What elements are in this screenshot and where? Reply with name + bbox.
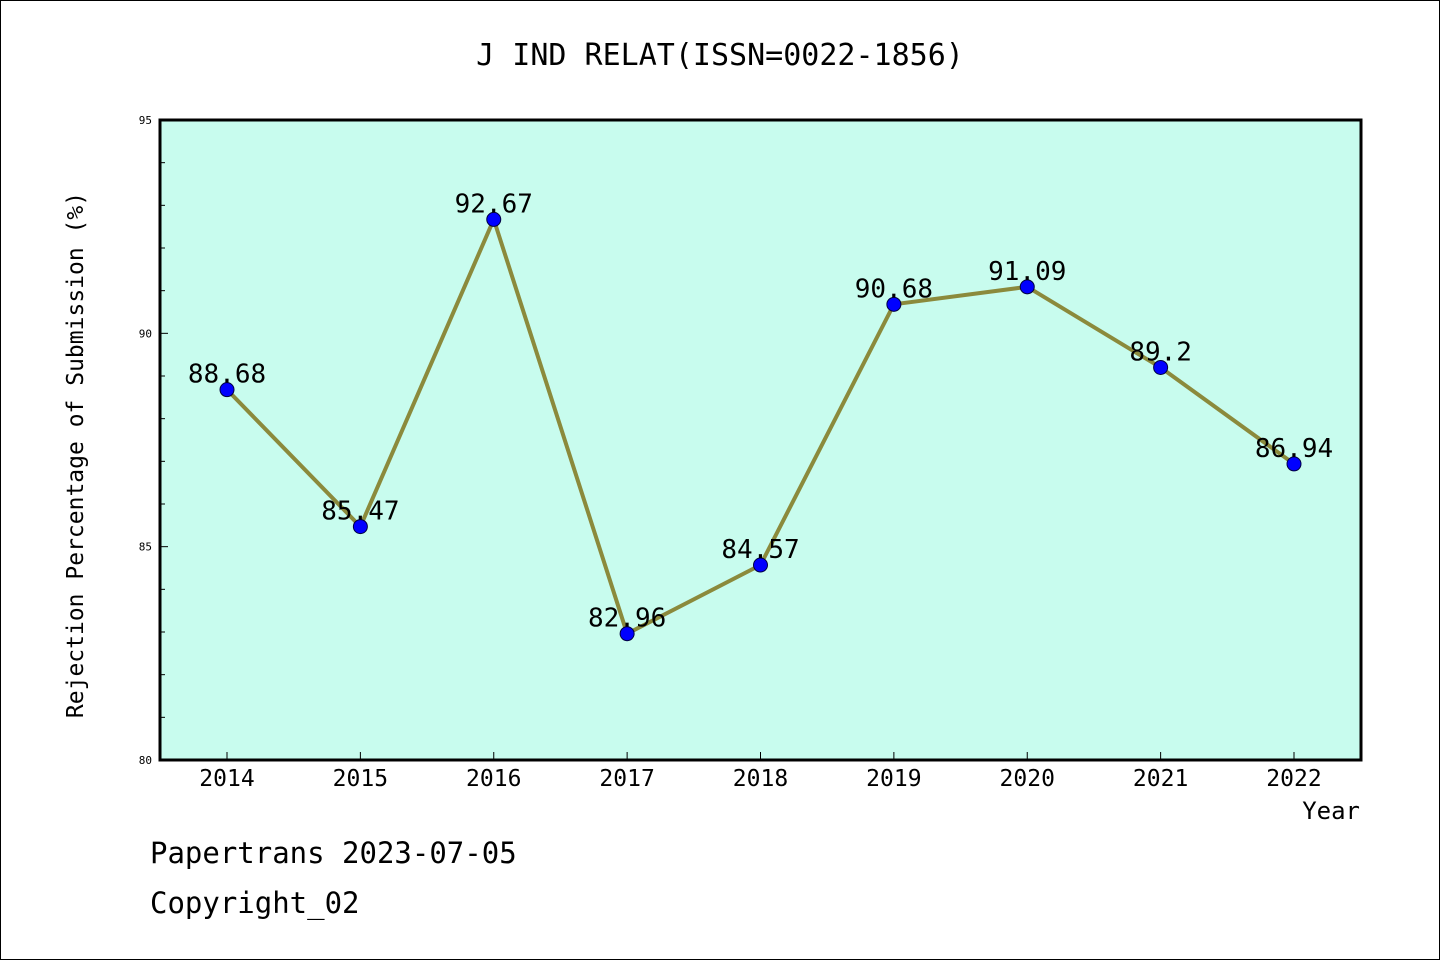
x-axis: 2014 2015 2016 2017 2018 2019 2020 2021 2022	[199, 752, 1322, 792]
footer-copyright: Copyright_02	[150, 886, 360, 920]
data-point	[1153, 359, 1169, 375]
data-point	[619, 626, 635, 642]
data-point	[886, 296, 902, 312]
x-tick-label: 2017	[599, 766, 654, 792]
data-point	[1286, 456, 1302, 472]
x-tick-label: 2022	[1266, 766, 1321, 792]
x-tick-label: 2020	[1000, 766, 1055, 792]
x-tick-label: 2019	[866, 766, 921, 792]
data-point	[219, 382, 235, 398]
x-axis-label: Year	[1302, 797, 1360, 825]
data-label: 84.57	[721, 535, 799, 565]
data-label: 92.67	[455, 189, 533, 219]
data-point	[352, 519, 368, 535]
y-tick-label: 95	[139, 114, 152, 127]
x-tick-label: 2014	[199, 766, 254, 792]
data-point	[753, 557, 768, 573]
data-label: 89.2	[1129, 337, 1192, 367]
x-tick-label: 2015	[333, 766, 388, 792]
y-tick-label: 90	[139, 327, 152, 340]
x-tick-label: 2021	[1133, 766, 1188, 792]
chart-title: J IND RELAT(ISSN=0022-1856)	[476, 38, 964, 73]
footer-date: Papertrans 2023-07-05	[150, 836, 517, 870]
data-label: 82.96	[588, 604, 666, 634]
data-label: 90.68	[855, 274, 933, 304]
data-label: 85.47	[321, 497, 399, 527]
y-tick-label: 85	[139, 541, 152, 554]
series-markers	[219, 211, 1302, 642]
plot-area	[160, 120, 1361, 760]
data-label: 91.09	[988, 257, 1066, 287]
y-axis-label: Rejection Percentage of Submission (%)	[63, 191, 89, 719]
data-point	[1019, 279, 1035, 295]
data-label: 86.94	[1255, 434, 1333, 464]
plot-border	[158, 118, 1363, 762]
x-tick-label: 2016	[466, 766, 521, 792]
y-tick-label: 80	[139, 754, 152, 767]
data-label: 88.68	[188, 360, 266, 390]
x-tick-label: 2018	[733, 766, 788, 792]
data-labels: 88.68 85.47 92.67 82.96 84.57 90.68 91.09 89.2 8…	[188, 189, 1333, 633]
data-point	[486, 211, 502, 227]
